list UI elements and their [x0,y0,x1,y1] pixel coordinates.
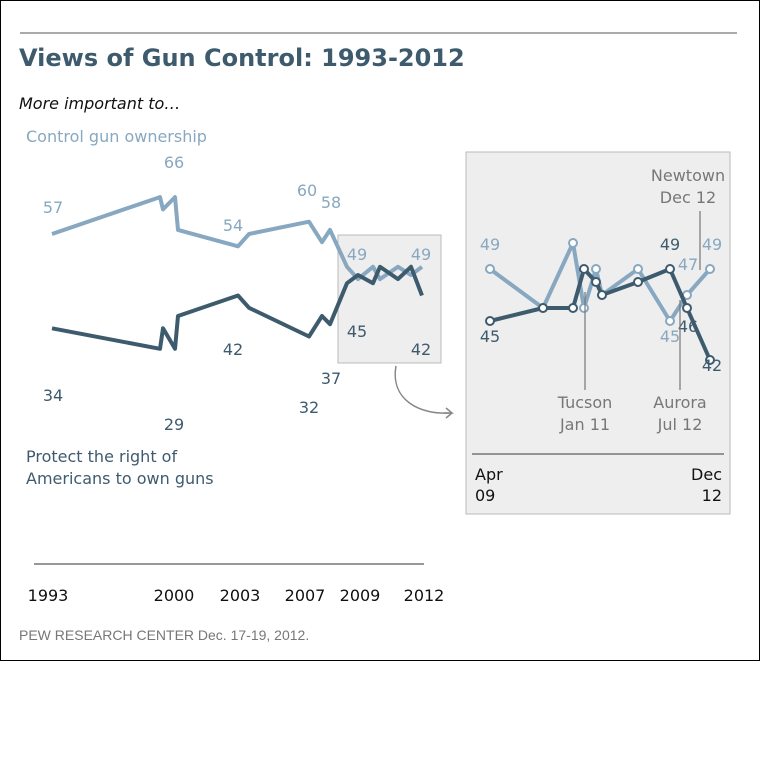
inset-point-control [591,264,601,274]
data-label-protect: 42 [223,340,243,359]
chart-frame [0,0,760,661]
data-label-control: 49 [411,245,431,264]
annotation-aurora: Aurora Jul 12 [653,393,706,434]
inset-data-label-protect: 42 [702,356,722,375]
data-label-control: 58 [321,193,341,212]
inset-point-control [579,303,589,313]
series-line-protect [51,264,424,351]
inset-point-protect [665,264,675,274]
inset-point-protect [591,277,601,287]
data-label-protect: 45 [347,322,367,341]
data-label-control: 54 [223,216,243,235]
data-label-protect: 32 [299,398,319,417]
inset-point-control [665,316,675,326]
inset-data-label-protect: 46 [678,317,698,336]
series-label-control: Control gun ownership [26,127,207,146]
chart-title: Views of Gun Control: 1993-2012 [19,44,465,72]
inset-point-protect [579,264,589,274]
inset-data-label-control: 49 [480,235,500,254]
source-note: PEW RESEARCH CENTER Dec. 17-19, 2012. [19,627,310,643]
zoom-arrow-head [444,407,455,419]
inset-data-label-control: 45 [660,327,680,346]
data-label-protect: 37 [321,369,341,388]
annotation-tucson: Tucson Jan 11 [557,393,613,434]
inset-point-control [568,238,578,248]
data-label-control: 49 [347,245,367,264]
x-tick-label: 2000 [154,586,195,605]
inset-point-protect [633,277,643,287]
inset-point-protect [597,290,607,300]
annotation-newtown: Newtown Dec 12 [651,166,725,207]
inset-data-label-protect: 49 [660,235,680,254]
inset-data-label-control: 49 [702,235,722,254]
series-line-control [51,195,424,282]
inset-point-control [485,264,495,274]
data-label-protect: 34 [43,386,63,405]
x-tick-label: 2012 [404,586,445,605]
x-tick-label: 2003 [220,586,261,605]
x-tick-label: 1993 [28,586,69,605]
inset-point-protect [485,316,495,326]
data-label-control: 66 [164,153,184,172]
zoom-arrow [394,365,451,414]
inset-x-tick-label: Dec 12 [691,465,722,505]
data-label-protect: 42 [411,340,431,359]
inset-point-protect [682,303,692,313]
x-tick-label: 2007 [285,586,326,605]
zoom-box [337,234,442,364]
data-label-control: 60 [297,181,317,200]
inset-point-control [705,264,715,274]
inset-point-protect [568,303,578,313]
inset-data-label-protect: 45 [480,327,500,346]
inset-point-control [633,264,643,274]
inset-data-label-control: 47 [678,255,698,274]
inset-x-tick-label: Apr 09 [475,465,503,505]
inset-series-line-protect [489,267,712,361]
x-tick-label: 2009 [340,586,381,605]
data-label-protect: 29 [164,415,184,434]
series-label-protect: Protect the right of Americans to own gu… [26,447,214,488]
inset-point-protect [705,355,715,365]
inset-point-protect [538,303,548,313]
data-label-control: 57 [43,198,63,217]
chart-subtitle: More important to… [19,94,181,113]
